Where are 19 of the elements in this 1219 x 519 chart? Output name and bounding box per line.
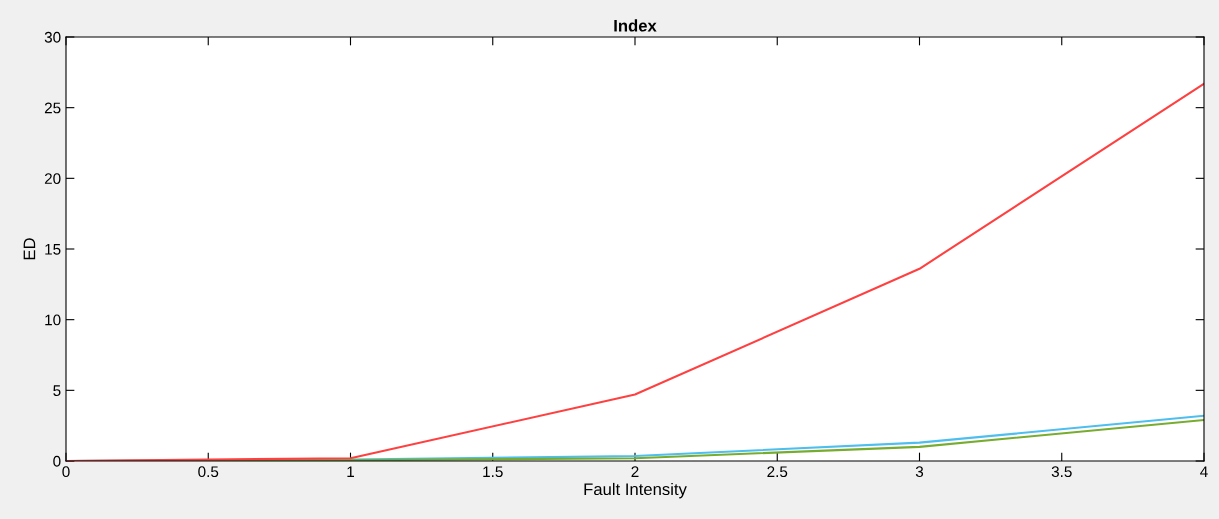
y-tick-label: 30 xyxy=(44,31,61,43)
x-tick-label: 1.5 xyxy=(483,466,503,478)
chart-title: Index xyxy=(614,19,657,32)
x-tick-label: 2 xyxy=(631,466,639,477)
x-tick-label: 3 xyxy=(915,466,924,478)
y-tick-label: 0 xyxy=(53,455,61,467)
y-tick-label: 15 xyxy=(45,244,61,255)
y-tick-label: 5 xyxy=(53,385,61,397)
y-tick-label: 25 xyxy=(44,102,61,114)
y-tick-label: 20 xyxy=(44,173,61,185)
x-tick-label: 1 xyxy=(347,466,354,477)
x-tick-label: 2.5 xyxy=(767,466,788,478)
x-tick-label: 3.5 xyxy=(1051,466,1072,478)
x-tick-label: 0 xyxy=(62,466,70,478)
x-axis-title: Fault Intensity xyxy=(584,482,687,499)
x-tick-label: 0.5 xyxy=(198,466,219,478)
y-axis-title: ED xyxy=(23,238,36,260)
x-tick-label: 4 xyxy=(1200,466,1208,477)
y-tick-label: 10 xyxy=(45,314,61,326)
